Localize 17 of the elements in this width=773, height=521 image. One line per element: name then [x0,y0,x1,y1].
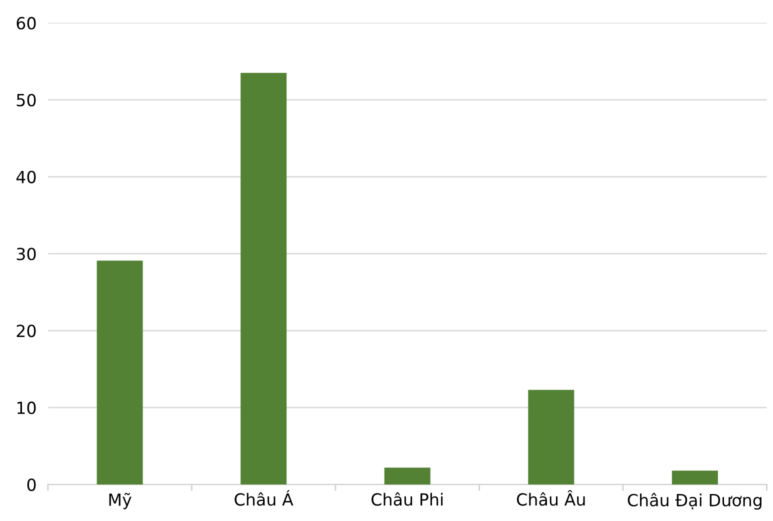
x-tick-label: Châu Phi [372,492,443,506]
x-tick-label: Châu Âu [516,490,585,506]
bar [240,72,287,485]
y-tick-label: 0 [27,478,36,492]
bar [96,260,143,485]
bar [672,470,718,485]
x-tick-label: Châu Á [234,490,294,506]
y-tick-label: 40 [16,170,36,184]
y-tick-label: 60 [16,16,36,30]
y-tick-label: 20 [16,324,36,338]
bar [528,390,574,485]
bar [384,468,430,485]
x-tick-label: Mỹ [109,492,132,510]
y-tick-label: 10 [17,402,36,414]
x-tick-label: Châu Đại Dương [628,492,762,510]
y-tick-label: 50 [16,94,36,106]
y-tick-label: 30 [16,248,36,260]
